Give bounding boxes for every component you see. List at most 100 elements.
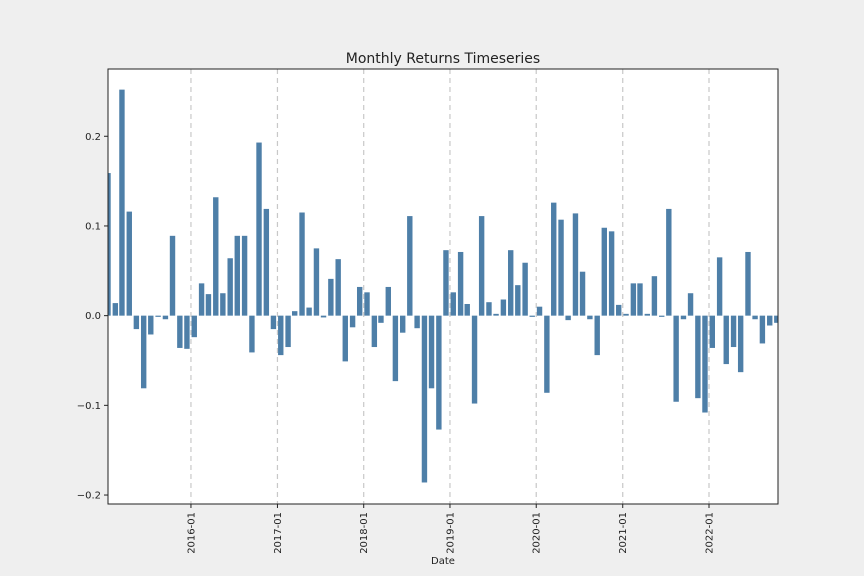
bar	[752, 315, 758, 320]
bar	[306, 307, 312, 316]
bar	[709, 315, 715, 348]
bar	[716, 257, 723, 316]
bar	[536, 306, 543, 316]
bar	[198, 283, 205, 316]
y-axis-ticks: −0.2 −0.1 0.0 0.1 0.2	[77, 132, 108, 502]
bar	[558, 219, 564, 316]
bar	[356, 286, 363, 316]
bar	[644, 313, 651, 316]
bar	[119, 89, 125, 316]
bar	[191, 315, 197, 338]
plot-frame	[107, 68, 779, 505]
x-axis-label: Date	[431, 556, 455, 567]
bar	[508, 250, 514, 316]
bar	[112, 303, 119, 316]
bar	[637, 283, 643, 316]
bar	[328, 278, 334, 316]
bar	[486, 302, 492, 316]
bar	[285, 315, 291, 348]
bar	[730, 315, 737, 348]
bar	[608, 231, 615, 316]
bar	[392, 315, 399, 382]
bar	[478, 216, 485, 316]
bar	[579, 271, 586, 316]
bar	[140, 315, 147, 389]
bar	[544, 315, 550, 393]
bar	[155, 315, 161, 317]
bar	[263, 208, 270, 316]
x-tick-label: 2022-01	[704, 512, 715, 554]
bar	[457, 251, 464, 316]
bar	[313, 248, 320, 316]
plot-area	[108, 69, 778, 504]
bar	[471, 315, 478, 404]
bar	[249, 315, 255, 353]
x-tick-label: 2017-01	[273, 512, 284, 554]
bar	[651, 276, 658, 316]
y-tick-label: 0.2	[85, 132, 101, 143]
bar	[278, 315, 284, 356]
bar	[529, 315, 535, 317]
bar	[133, 315, 140, 330]
bar	[687, 293, 694, 316]
chart-title: Monthly Returns Timeseries	[346, 51, 540, 67]
bar	[378, 315, 384, 323]
bar	[162, 315, 169, 320]
bar	[616, 304, 622, 316]
bar	[767, 315, 773, 326]
bar	[630, 283, 637, 316]
bar	[759, 315, 766, 344]
bar	[659, 315, 665, 317]
bar	[436, 315, 442, 430]
bar	[220, 293, 226, 316]
bar	[515, 285, 521, 316]
bar	[126, 211, 132, 316]
bar	[522, 262, 528, 316]
bar	[320, 315, 327, 318]
bar	[177, 315, 183, 348]
bar	[428, 315, 435, 389]
bar	[551, 202, 557, 316]
x-tick-label: 2020-01	[532, 512, 543, 554]
bars-group	[108, 89, 778, 483]
bar	[666, 208, 672, 316]
bar	[500, 299, 507, 316]
bar	[565, 315, 571, 321]
bar	[737, 315, 744, 373]
y-tick-label: −0.1	[77, 401, 101, 412]
bar	[680, 315, 687, 320]
bar	[256, 142, 262, 316]
bar	[702, 315, 708, 413]
x-tick-label: 2019-01	[445, 512, 456, 554]
y-tick-label: 0.0	[85, 311, 101, 322]
bar	[205, 294, 212, 316]
bar	[594, 315, 600, 356]
bar	[184, 315, 190, 349]
bar	[572, 213, 579, 316]
bar	[623, 313, 629, 316]
bar	[364, 292, 370, 316]
bar	[299, 212, 305, 316]
bar	[695, 315, 701, 399]
bar	[270, 315, 277, 330]
bar	[241, 235, 248, 316]
x-tick-label: 2016-01	[186, 512, 197, 554]
bar	[108, 173, 111, 316]
bar	[421, 315, 428, 483]
bar	[745, 251, 751, 316]
bar	[335, 259, 341, 316]
bar	[673, 315, 679, 402]
y-tick-label: 0.1	[85, 221, 101, 232]
bar	[723, 315, 729, 365]
x-tick-label: 2018-01	[359, 512, 370, 554]
bar	[342, 315, 348, 362]
y-tick-label: −0.2	[77, 491, 101, 502]
bar	[169, 235, 176, 316]
bar	[450, 292, 456, 316]
bar	[227, 258, 233, 316]
bar	[601, 227, 607, 316]
bar	[213, 197, 219, 316]
x-tick-label: 2021-01	[618, 512, 629, 554]
bar	[371, 315, 378, 348]
